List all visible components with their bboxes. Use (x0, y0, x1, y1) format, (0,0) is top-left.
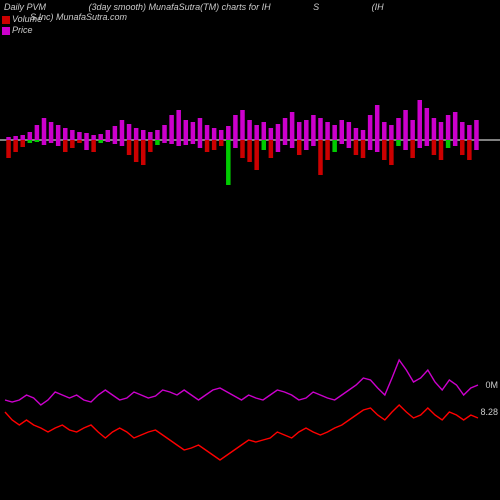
chart-canvas (0, 0, 500, 500)
ylabel-price: 8.28 (480, 407, 498, 417)
ylabel-0m: 0M (485, 380, 498, 390)
